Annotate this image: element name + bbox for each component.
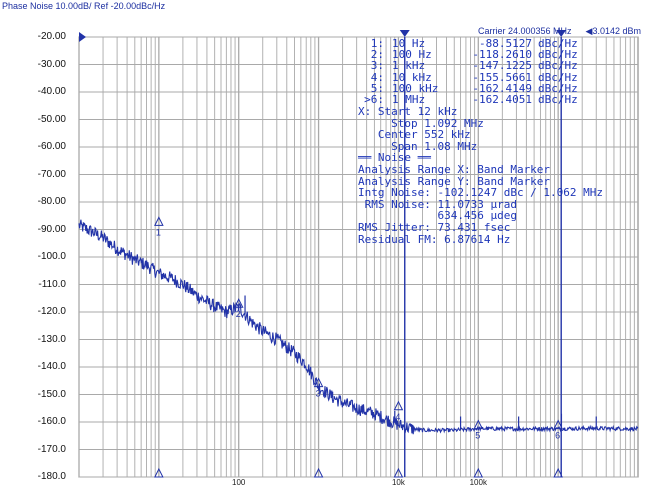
x-axis-marker-icon <box>553 467 563 478</box>
trace-marker-label: 5 <box>475 431 480 441</box>
marker-unit: dBc/Hz <box>538 92 578 106</box>
trace-marker-icon <box>233 298 244 308</box>
info-line: Residual FM: 6.87614 Hz <box>358 232 511 246</box>
info-line: X: Start 12 kHz <box>358 105 458 118</box>
band-marker-arrow-icon <box>556 30 567 37</box>
info-line: 634.456 µdeg <box>358 209 517 223</box>
marker-row: 5: 100 kHz -162.4149 dBc/Hz <box>362 83 578 94</box>
marker-id: 2: <box>370 48 384 62</box>
trace-marker-label: 2 <box>236 309 241 319</box>
trace-marker-icon <box>313 377 324 388</box>
analysis-info: X: Start 12 kHz Stop 1.092 MHz Center 55… <box>358 106 603 245</box>
phase-noise-trace <box>78 219 639 435</box>
marker-id: >6: <box>364 92 384 106</box>
marker-id: 1: <box>370 37 384 50</box>
marker-value: -162.4149 <box>472 81 532 95</box>
marker-frequency: 100 kHz <box>392 81 439 95</box>
info-line: RMS Jitter: 73.431 fsec <box>358 220 511 234</box>
marker-frequency: 1 kHz <box>392 59 426 73</box>
trace-marker-label: 3 <box>316 389 321 399</box>
marker-unit: dBc/Hz <box>538 37 578 50</box>
trace-marker-icon <box>473 419 484 430</box>
marker-row: 1: 10 Hz -88.5127 dBc/Hz <box>362 38 578 49</box>
marker-unit: dBc/Hz <box>538 70 578 84</box>
x-axis-marker-icon <box>393 467 404 478</box>
marker-id: 3: <box>370 59 384 73</box>
marker-frequency: 100 Hz <box>392 48 432 62</box>
y-tick-label: -150.0 <box>37 388 66 400</box>
marker-value: -162.4051 <box>472 92 532 106</box>
trace-marker-icon <box>393 400 404 411</box>
y-tick-label: -130.0 <box>37 333 66 345</box>
marker-row: >6: 1 MHz -162.4051 dBc/Hz <box>362 94 578 105</box>
y-tick-label: -180.0 <box>37 471 66 482</box>
y-tick-label: -60.00 <box>37 141 66 152</box>
trace-title: Phase Noise 10.00dB/ Ref -20.00dBc/Hz <box>2 1 166 11</box>
info-line: RMS Noise: 11.0733 µrad <box>358 197 517 211</box>
trace-marker-icon <box>154 216 164 226</box>
marker-id: 5: <box>370 81 384 95</box>
y-tick-label: -20.00 <box>37 31 66 42</box>
carrier-frequency: Carrier 24.000356 MHz <box>477 26 572 36</box>
marker-value: -118.2610 <box>472 48 532 62</box>
info-line: Stop 1.092 MHz <box>358 116 484 130</box>
trace-marker-label: 6 <box>555 431 560 441</box>
y-tick-label: -120.0 <box>37 306 66 317</box>
y-tick-label: -40.00 <box>37 86 66 97</box>
marker-row: 4: 10 kHz -155.5661 dBc/Hz <box>362 70 578 84</box>
marker-value: -88.5127 <box>479 37 532 50</box>
info-line: Center 552 kHz <box>358 128 471 142</box>
info-line: ══ Noise ══ <box>358 151 431 165</box>
marker-table: 1: 10 Hz -88.5127 dBc/Hz 2: 100 Hz -118.2610 dB… <box>362 38 578 105</box>
x-axis-marker-icon <box>313 467 324 478</box>
marker-value: -147.1225 <box>472 59 532 73</box>
y-tick-label: -80.00 <box>37 196 66 207</box>
x-axis-marker-icon <box>473 467 484 478</box>
trace-marker-label: 1 <box>156 227 161 237</box>
info-line: Analysis Range X: Band Marker <box>358 162 551 176</box>
y-tick-label: -170.0 <box>37 443 66 455</box>
y-tick-label: -140.0 <box>37 361 66 372</box>
marker-id: 4: <box>370 70 384 84</box>
marker-frequency: 1 MHz <box>392 92 426 106</box>
carrier-readout: Carrier 24.000356 MHz ◀3.0142 dBm <box>478 26 641 37</box>
y-tick-label: -50.00 <box>37 113 66 125</box>
y-tick-label: -100.0 <box>37 251 66 262</box>
x-tick-label: 10k <box>391 478 405 487</box>
marker-triangle-icon: ◀ <box>585 26 593 36</box>
x-tick-label: 100k <box>469 478 487 487</box>
carrier-power: 3.0142 dBm <box>592 26 641 36</box>
y-tick-label: -90.00 <box>37 223 66 235</box>
marker-unit: dBc/Hz <box>538 81 578 95</box>
marker-row: 3: 1 kHz -147.1225 dBc/Hz <box>362 60 578 71</box>
y-tick-label: -160.0 <box>37 416 66 427</box>
marker-row: 2: 100 Hz -118.2610 dBc/Hz <box>362 49 578 60</box>
reference-arrow-icon <box>79 32 86 42</box>
trace-marker-label: 4 <box>395 412 400 422</box>
marker-unit: dBc/Hz <box>538 48 578 62</box>
marker-unit: dBc/Hz <box>538 59 578 73</box>
info-line: Span 1.08 MHz <box>358 139 478 153</box>
x-axis-marker-icon <box>154 467 164 478</box>
y-tick-label: -30.00 <box>37 58 66 70</box>
info-line: Intg Noise: -102.1247 dBc / 1.062 MHz <box>358 186 604 200</box>
marker-frequency: 10 Hz <box>392 37 426 50</box>
marker-value: -155.5661 <box>472 70 532 84</box>
band-marker-arrow-icon <box>399 30 410 37</box>
info-line: Analysis Range Y: Band Marker <box>358 174 551 188</box>
x-tick-label: 100 <box>232 478 246 487</box>
y-tick-label: -110.0 <box>38 278 66 290</box>
y-tick-label: -70.00 <box>37 168 66 180</box>
trace-marker-icon <box>553 419 563 430</box>
marker-frequency: 10 kHz <box>392 70 432 84</box>
